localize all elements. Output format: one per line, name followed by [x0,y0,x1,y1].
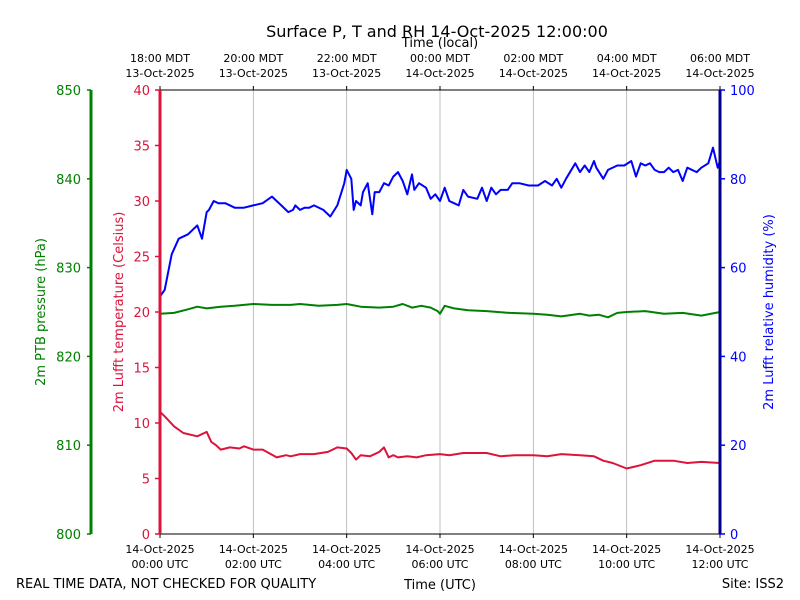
humidity-series-line [159,146,721,298]
pressure-tick-label: 850 [56,84,81,99]
temperature-tick-label: 20 [133,306,150,321]
top-tick-label-time: 02:00 MDT [503,52,563,65]
top-tick-label-time: 22:00 MDT [317,52,377,65]
top-tick-label-date: 14-Oct-2025 [592,67,661,80]
temperature-tick-label: 15 [133,362,150,377]
bottom-axis-title: Time (UTC) [403,578,476,593]
pressure-tick-label: 830 [56,262,81,277]
x-tick-label-date: 14-Oct-2025 [125,543,194,556]
humidity-tick-label: 40 [730,350,747,365]
pressure-tick-label: 820 [56,350,81,365]
x-tick-label-date: 14-Oct-2025 [219,543,288,556]
x-tick-label-time: 10:00 UTC [598,558,655,571]
top-tick-label-date: 14-Oct-2025 [499,67,568,80]
temperature-tick-label: 10 [133,417,150,432]
humidity-axis-label: 2m Lufft relative humidity (%) [762,214,777,410]
humidity-tick-label: 100 [730,84,755,99]
humidity-tick-label: 20 [730,439,747,454]
site-label: Site: ISS2 [722,577,784,592]
humidity-tick-label: 80 [730,173,747,188]
temperature-tick-label: 0 [142,528,150,543]
pressure-series-line [159,303,721,319]
quality-disclaimer: REAL TIME DATA, NOT CHECKED FOR QUALITY [16,577,316,592]
top-tick-label-date: 13-Oct-2025 [125,67,194,80]
humidity-tick-label: 0 [730,528,738,543]
humidity-ticks: 0 20 40 60 80 100 [720,84,755,543]
top-tick-label-time: 06:00 MDT [690,52,750,65]
top-tick-label-time: 18:00 MDT [130,52,190,65]
temperature-tick-label: 5 [142,473,150,488]
x-tick-label-date: 14-Oct-2025 [405,543,474,556]
x-tick-label-time: 00:00 UTC [131,558,188,571]
top-ticks: 18:00 MDT 13-Oct-2025 20:00 MDT 13-Oct-2025… [125,52,755,90]
temperature-series-line [159,411,721,470]
top-tick-label-date: 13-Oct-2025 [219,67,288,80]
x-tick-label-time: 12:00 UTC [691,558,748,571]
x-tick-label-time: 02:00 UTC [225,558,282,571]
temperature-tick-label: 35 [133,140,150,155]
x-tick-label-date: 14-Oct-2025 [592,543,661,556]
pressure-tick-label: 840 [56,173,81,188]
temperature-axis-label: 2m Lufft temperature (Celsius) [112,212,127,413]
temperature-ticks: 0 5 10 15 20 25 30 35 40 [133,84,160,543]
x-tick-label-time: 06:00 UTC [411,558,468,571]
chart-title: Surface P, T and RH 14-Oct-2025 12:00:00 [266,22,608,41]
top-tick-label-date: 14-Oct-2025 [405,67,474,80]
top-tick-label-time: 04:00 MDT [597,52,657,65]
x-tick-label-time: 08:00 UTC [505,558,562,571]
top-tick-label-time: 20:00 MDT [223,52,283,65]
pressure-tick-label: 810 [56,439,81,454]
temperature-tick-label: 25 [133,251,150,266]
top-tick-label-date: 14-Oct-2025 [685,67,754,80]
x-tick-label-date: 14-Oct-2025 [312,543,381,556]
bottom-ticks: 14-Oct-2025 00:00 UTC 14-Oct-2025 02:00 UTC… [125,534,755,571]
top-tick-label-time: 00:00 MDT [410,52,470,65]
x-tick-label-time: 04:00 UTC [318,558,375,571]
temperature-tick-label: 40 [133,84,150,99]
pressure-ticks: 800 810 820 830 840 850 [56,84,91,543]
temperature-tick-label: 30 [133,195,150,210]
top-axis-title: Time (local) [401,36,478,51]
plot-series [159,146,721,470]
x-tick-label-date: 14-Oct-2025 [499,543,568,556]
x-tick-label-date: 14-Oct-2025 [685,543,754,556]
top-tick-label-date: 13-Oct-2025 [312,67,381,80]
humidity-tick-label: 60 [730,262,747,277]
pressure-axis-label: 2m PTB pressure (hPa) [34,238,49,386]
pressure-tick-label: 800 [56,528,81,543]
